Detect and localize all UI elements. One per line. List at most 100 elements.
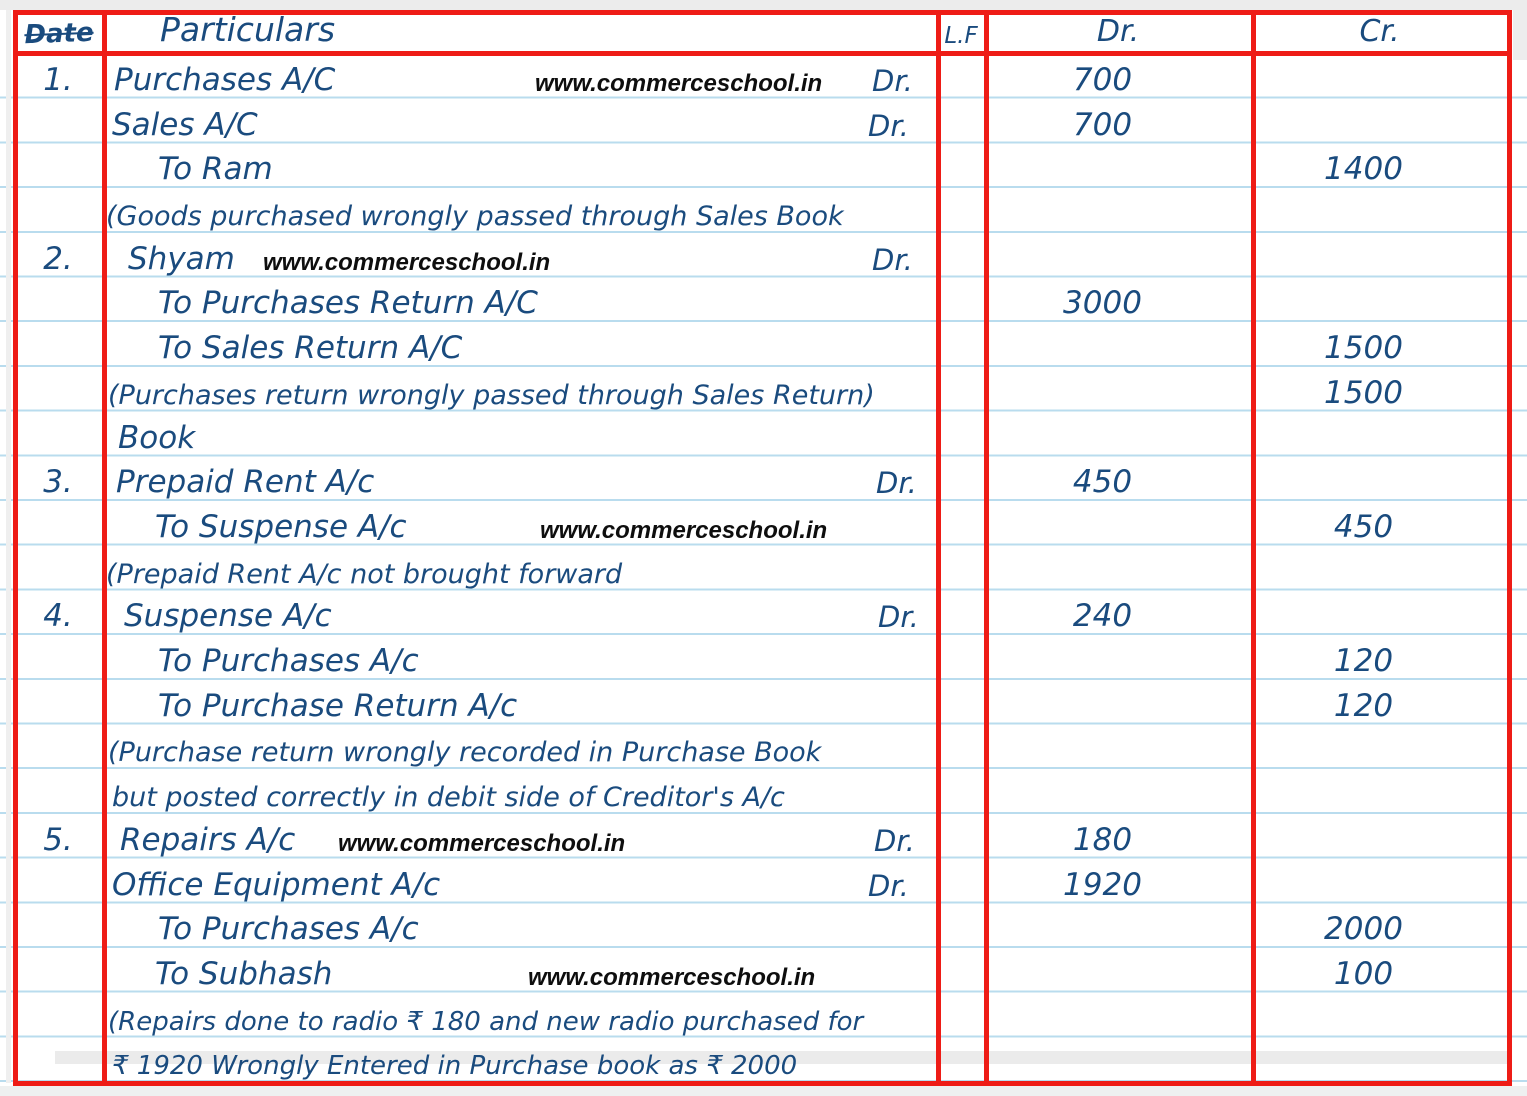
account-line: Office Equipment A/c (112, 867, 441, 903)
journal-row: 3. Prepaid Rent A/c Dr. 450 (0, 457, 1527, 502)
dr-marker: Dr. (872, 64, 913, 98)
table-header-divider (13, 51, 1512, 56)
particulars-header: Particulars (160, 10, 336, 49)
dr-marker: Dr. (874, 824, 915, 858)
journal-row: (Prepaid Rent A/c not brought forward (0, 547, 1527, 592)
journal-row: 4. Suspense A/c Dr. 240 (0, 591, 1527, 636)
date-column-divider (102, 10, 107, 1086)
date-header: Date (23, 17, 95, 51)
dr-marker: Dr. (868, 109, 909, 143)
lf-header: L.F (944, 23, 978, 49)
dr-amount: 180 (1072, 822, 1133, 858)
journal-row: (Purchase return wrongly recorded in Pur… (0, 725, 1527, 770)
dr-column-divider (1251, 10, 1256, 1086)
scan-band-middle (55, 1051, 1510, 1064)
account-line: Purchases A/C (114, 62, 336, 98)
table-border-top (13, 10, 1512, 15)
scan-band-bottom (0, 1086, 1527, 1096)
account-line: To Purchase Return A/c (158, 688, 518, 724)
scan-band-right (1513, 10, 1527, 60)
journal-row: 1. Purchases A/C www.commerceschool.in D… (0, 55, 1527, 100)
entry-number: 2. (43, 241, 73, 277)
account-line: Sales A/C (112, 107, 258, 143)
cr-amount: 2000 (1324, 911, 1403, 947)
table-header: Date Particulars L.F Dr. Cr. (0, 10, 1527, 51)
watermark-text: www.commerceschool.in (540, 517, 828, 544)
dr-marker: Dr. (872, 243, 913, 277)
watermark-text: www.commerceschool.in (338, 830, 626, 857)
account-line: To Purchases A/c (158, 911, 419, 947)
dr-amount: 240 (1072, 598, 1133, 634)
journal-row: (Repairs done to radio ₹ 180 and new rad… (0, 994, 1527, 1039)
dr-amount: 1920 (1063, 867, 1142, 903)
cr-amount: 1400 (1324, 151, 1403, 187)
entry-number: 3. (43, 464, 73, 500)
scan-band-top (0, 0, 1527, 10)
account-line: To Subhash (155, 956, 333, 992)
cr-amount: 120 (1333, 643, 1394, 679)
narration-line: Book (118, 420, 196, 456)
entry-number: 4. (43, 598, 73, 634)
narration-line: (Purchase return wrongly recorded in Pur… (108, 737, 822, 768)
account-line: To Suspense A/c (155, 509, 407, 545)
account-line: To Sales Return A/C (158, 330, 463, 366)
journal-row: To Subhash www.commerceschool.in 100 (0, 949, 1527, 994)
narration-line: (Repairs done to radio ₹ 180 and new rad… (108, 1007, 864, 1037)
dr-amount: 700 (1072, 107, 1133, 143)
account-line: Shyam (128, 241, 235, 277)
watermark-text: www.commerceschool.in (535, 70, 823, 97)
journal-row: To Purchases Return A/C 3000 (0, 278, 1527, 323)
journal-row: but posted correctly in debit side of Cr… (0, 770, 1527, 815)
journal-row: To Purchases A/c 120 (0, 636, 1527, 681)
journal-row: ₹ 1920 Wrongly Entered in Purchase book … (0, 1038, 1527, 1083)
dr-amount: 3000 (1063, 285, 1142, 321)
journal-row: To Purchases A/c 2000 (0, 904, 1527, 949)
journal-row: To Suspense A/c www.commerceschool.in 45… (0, 502, 1527, 547)
narration-line: (Purchases return wrongly passed through… (108, 380, 875, 411)
lf-column-divider (984, 10, 989, 1086)
dr-marker: Dr. (868, 869, 909, 903)
account-line: Suspense A/c (124, 598, 332, 634)
cr-amount: 1500 (1324, 375, 1403, 411)
account-line: Repairs A/c (120, 822, 296, 858)
journal-row: To Ram 1400 (0, 144, 1527, 189)
journal-row: Sales A/C Dr. 700 (0, 100, 1527, 145)
journal-row: (Purchases return wrongly passed through… (0, 368, 1527, 413)
account-line: Prepaid Rent A/c (116, 464, 375, 500)
journal-row: To Purchase Return A/c 120 (0, 681, 1527, 726)
watermark-text: www.commerceschool.in (528, 964, 816, 991)
cr-amount: 120 (1333, 688, 1394, 724)
watermark-text: www.commerceschool.in (263, 249, 551, 276)
narration-line: but posted correctly in debit side of Cr… (112, 782, 785, 813)
entry-number: 5. (43, 822, 73, 858)
account-line: To Purchases A/c (158, 643, 419, 679)
journal-row: (Goods purchased wrongly passed through … (0, 189, 1527, 234)
dr-header: Dr. (1096, 14, 1140, 49)
notebook-ruling (0, 54, 1527, 1086)
particulars-column-divider (936, 10, 941, 1086)
table-border-right (1507, 10, 1512, 1086)
cr-amount: 1500 (1324, 330, 1403, 366)
scan-band-left (6, 10, 11, 1083)
dr-marker: Dr. (876, 466, 917, 500)
table-border-left (13, 10, 18, 1086)
journal-row: 2. Shyam www.commerceschool.in Dr. (0, 234, 1527, 279)
cr-amount: 100 (1333, 956, 1394, 992)
account-line: To Purchases Return A/C (158, 285, 538, 321)
narration-line: ₹ 1920 Wrongly Entered in Purchase book … (112, 1051, 798, 1081)
entry-number: 1. (43, 62, 73, 98)
account-line: To Ram (158, 151, 273, 187)
journal-row: 5. Repairs A/c www.commerceschool.in Dr.… (0, 815, 1527, 860)
cr-amount: 450 (1333, 509, 1394, 545)
dr-marker: Dr. (878, 600, 919, 634)
cr-header: Cr. (1359, 14, 1400, 49)
dr-amount: 700 (1072, 62, 1133, 98)
narration-line: (Prepaid Rent A/c not brought forward (106, 559, 623, 590)
journal-row: Book (0, 413, 1527, 458)
journal-row: Office Equipment A/c Dr. 1920 (0, 860, 1527, 905)
journal-row: To Sales Return A/C 1500 (0, 323, 1527, 368)
dr-amount: 450 (1072, 464, 1133, 500)
table-border-bottom (13, 1081, 1512, 1086)
narration-line: (Goods purchased wrongly passed through … (106, 201, 844, 232)
